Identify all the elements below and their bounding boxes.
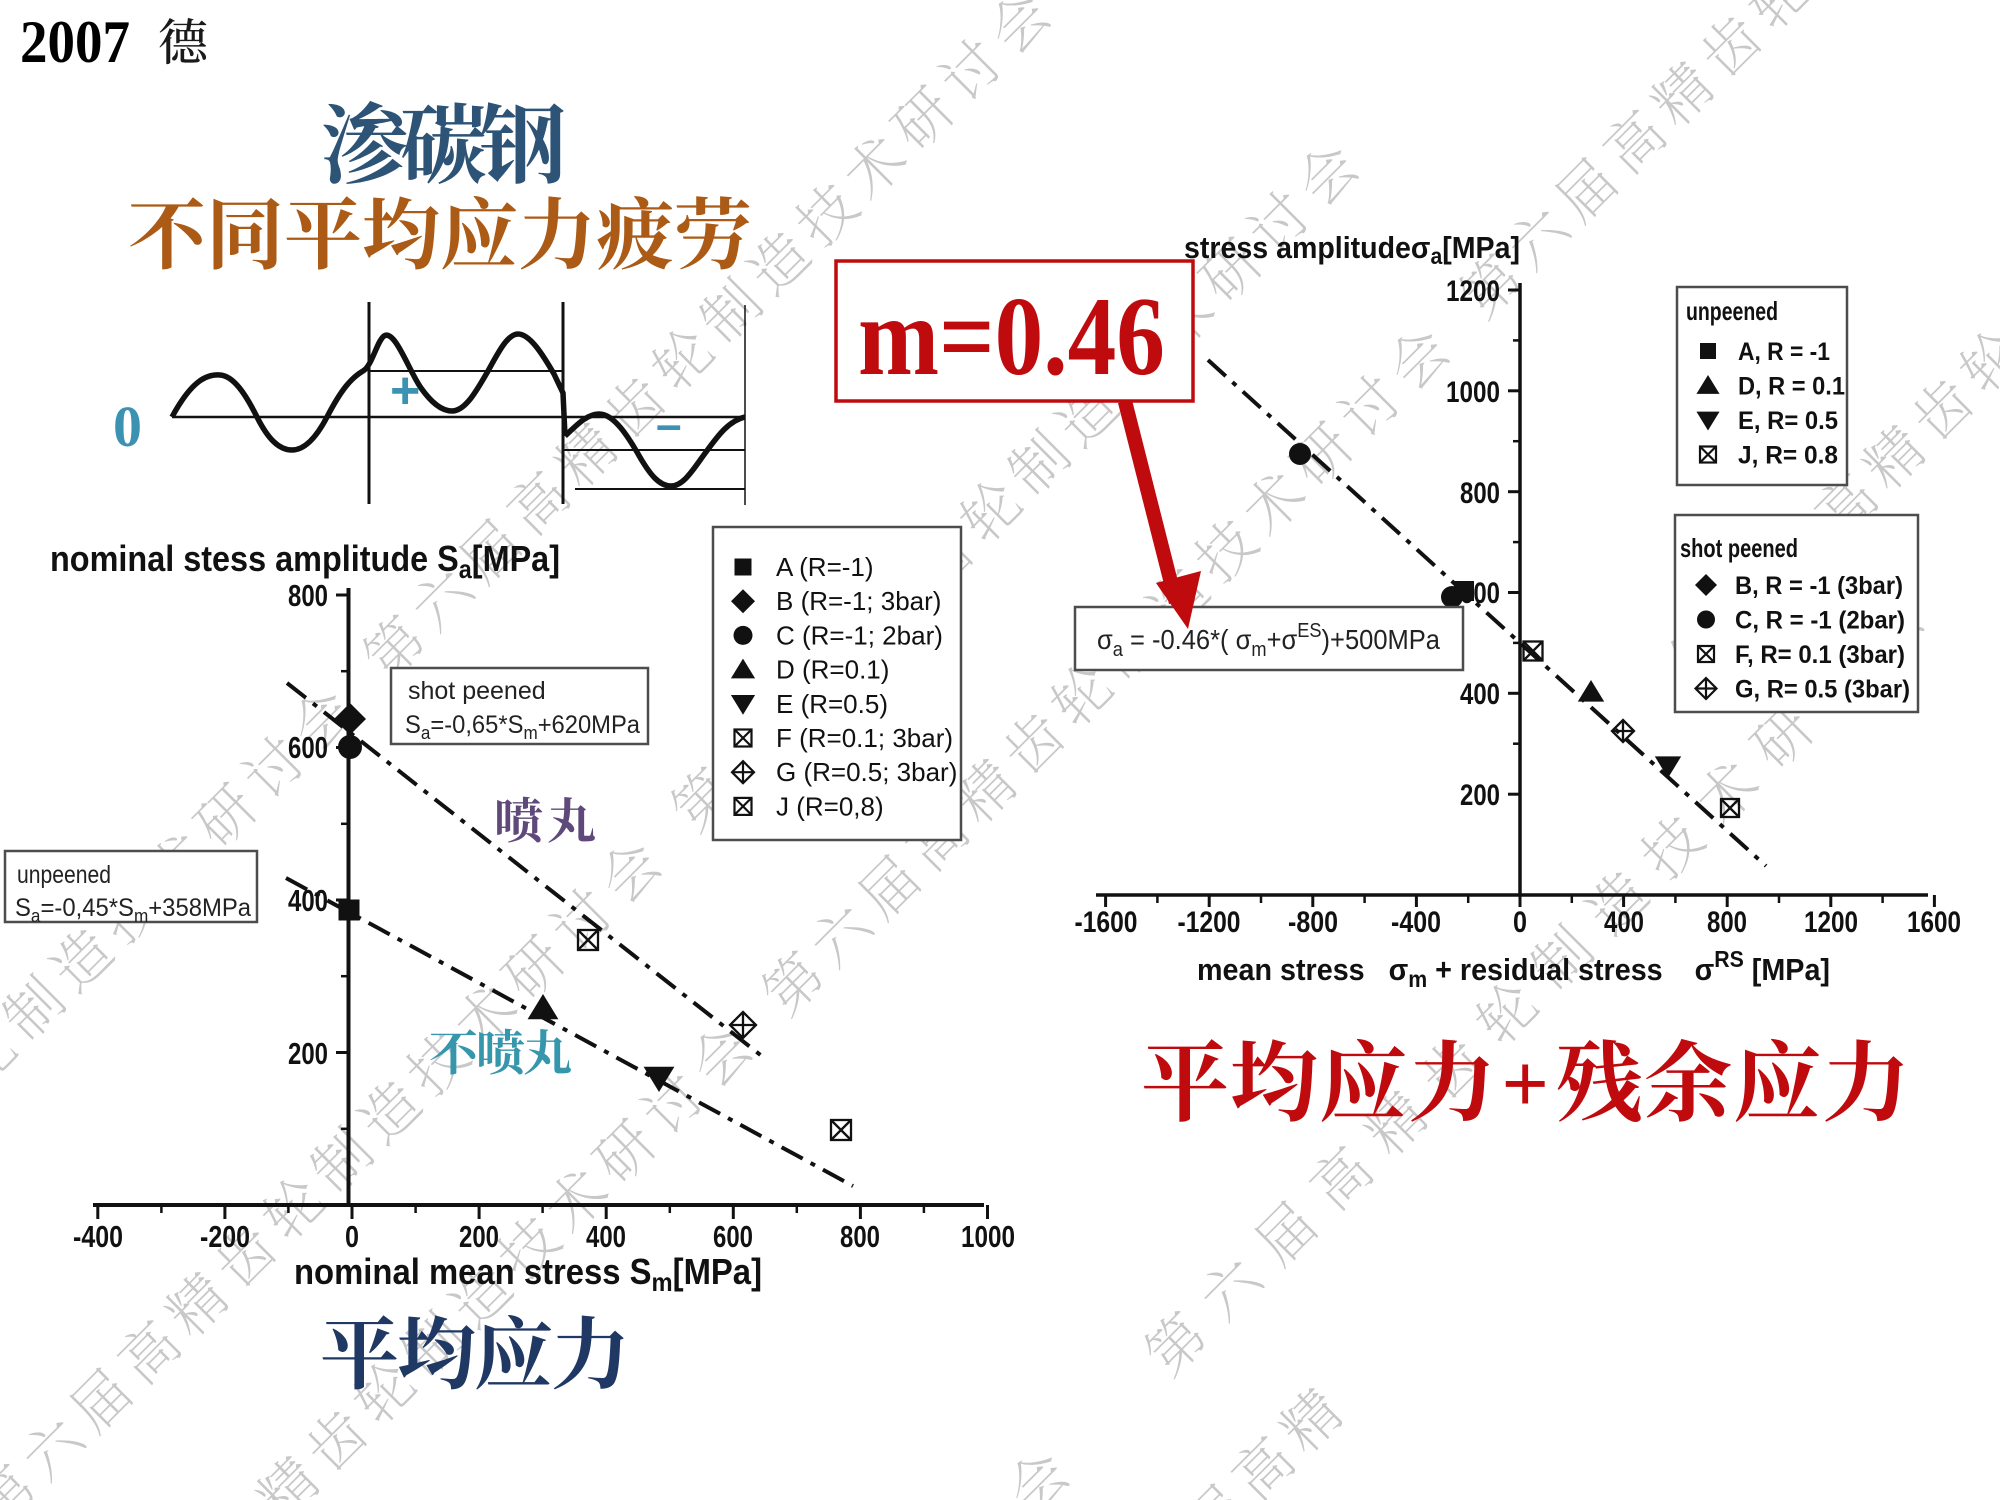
svg-text:G (R=0.5; 3bar): G (R=0.5; 3bar) xyxy=(776,757,957,787)
svg-text:D (R=0.1): D (R=0.1) xyxy=(776,655,889,685)
svg-text:0: 0 xyxy=(113,394,142,459)
svg-text:-800: -800 xyxy=(1288,906,1338,939)
svg-text:800: 800 xyxy=(288,578,328,613)
svg-text:1200: 1200 xyxy=(1446,275,1500,308)
svg-text:shot peened: shot peened xyxy=(1680,533,1798,563)
svg-text:1200: 1200 xyxy=(1804,906,1858,939)
svg-text:600: 600 xyxy=(288,730,328,765)
svg-text:200: 200 xyxy=(288,1036,328,1071)
svg-text:-400: -400 xyxy=(1391,906,1441,939)
svg-text:J (R=0,8): J (R=0,8) xyxy=(776,791,884,821)
svg-text:E (R=0.5): E (R=0.5) xyxy=(776,689,888,719)
svg-text:-1600: -1600 xyxy=(1075,906,1138,939)
svg-text:200: 200 xyxy=(1460,779,1500,812)
svg-text:400: 400 xyxy=(1460,678,1500,711)
svg-text:A, R = -1: A, R = -1 xyxy=(1738,338,1830,366)
svg-text:σa = -0.46*( σm+σES)+500MPa: σa = -0.46*( σm+σES)+500MPa xyxy=(1097,620,1440,661)
svg-text:unpeened: unpeened xyxy=(1686,296,1778,326)
svg-text:-1200: -1200 xyxy=(1178,906,1241,939)
svg-text:nominal mean stress Sm[MPa]: nominal mean stress Sm[MPa] xyxy=(294,1251,762,1297)
svg-text:400: 400 xyxy=(586,1219,626,1254)
svg-text:1000: 1000 xyxy=(1446,376,1500,409)
svg-text:nominal stess amplitude Sa[MPa: nominal stess amplitude Sa[MPa] xyxy=(50,538,560,584)
svg-text:F, R= 0.1 (3bar): F, R= 0.1 (3bar) xyxy=(1735,641,1905,669)
svg-text:200: 200 xyxy=(459,1219,499,1254)
svg-text:B, R = -1 (3bar): B, R = -1 (3bar) xyxy=(1735,572,1903,600)
svg-text:Sa=-0,45*Sm+358MPa: Sa=-0,45*Sm+358MPa xyxy=(15,894,251,926)
svg-text:E, R= 0.5: E, R= 0.5 xyxy=(1738,407,1838,435)
svg-text:800: 800 xyxy=(840,1219,880,1254)
svg-text:-400: -400 xyxy=(73,1219,123,1254)
svg-text:1600: 1600 xyxy=(1907,906,1961,939)
svg-text:m=0.46: m=0.46 xyxy=(858,275,1165,399)
svg-text:600: 600 xyxy=(713,1219,753,1254)
svg-text:D, R = 0.1: D, R = 0.1 xyxy=(1738,373,1845,401)
svg-text:unpeened: unpeened xyxy=(17,861,111,889)
svg-text:Sa=-0,65*Sm+620MPa: Sa=-0,65*Sm+620MPa xyxy=(405,711,640,743)
svg-text:+: + xyxy=(1501,1039,1549,1131)
svg-text:A (R=-1): A (R=-1) xyxy=(776,552,874,582)
svg-text:B (R=-1; 3bar): B (R=-1; 3bar) xyxy=(776,586,941,616)
svg-text:C (R=-1; 2bar): C (R=-1; 2bar) xyxy=(776,620,943,650)
svg-text:400: 400 xyxy=(1604,906,1644,939)
svg-text:G, R= 0.5 (3bar): G, R= 0.5 (3bar) xyxy=(1735,676,1910,704)
svg-text:+: + xyxy=(390,362,420,420)
svg-text:1000: 1000 xyxy=(961,1219,1015,1254)
svg-text:2007: 2007 xyxy=(20,9,130,75)
svg-text:shot peened: shot peened xyxy=(408,677,546,705)
svg-text:stress amplitudeσa[MPa]: stress amplitudeσa[MPa] xyxy=(1184,230,1520,269)
svg-text:–: – xyxy=(656,398,682,450)
svg-text:-200: -200 xyxy=(200,1219,250,1254)
svg-text:F (R=0.1; 3bar): F (R=0.1; 3bar) xyxy=(776,723,953,753)
svg-text:400: 400 xyxy=(288,883,328,918)
svg-text:800: 800 xyxy=(1707,906,1747,939)
svg-text:J, R= 0.8: J, R= 0.8 xyxy=(1738,442,1838,470)
svg-text:C, R = -1 (2bar): C, R = -1 (2bar) xyxy=(1735,607,1905,635)
svg-text:0: 0 xyxy=(1513,906,1527,939)
svg-text:0: 0 xyxy=(345,1219,359,1254)
svg-text:800: 800 xyxy=(1460,477,1500,510)
